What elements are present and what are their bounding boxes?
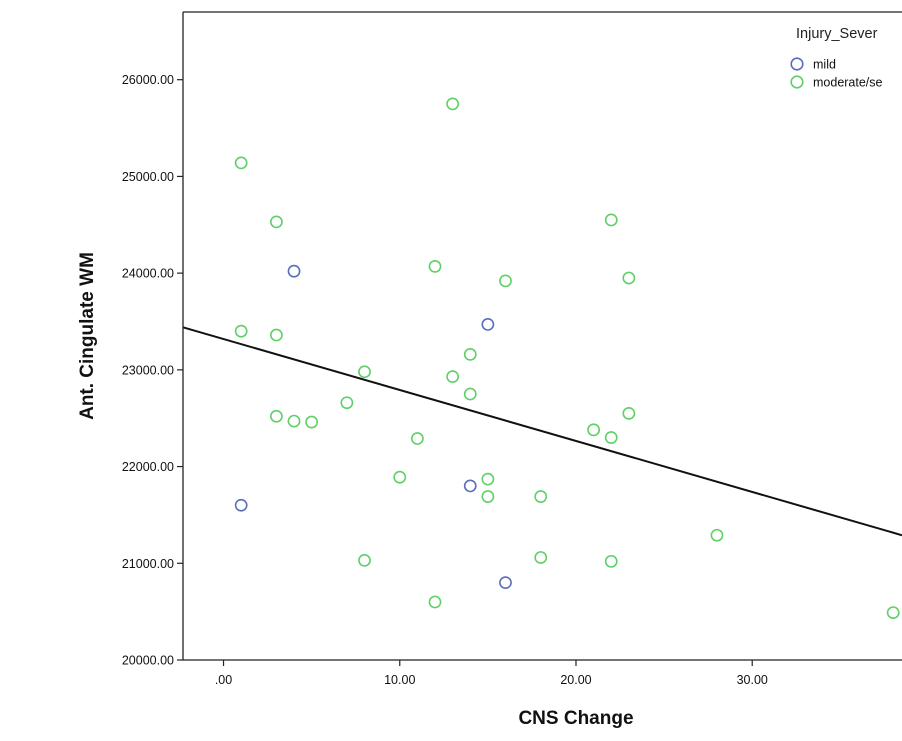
data-point-moderate-se: [622, 271, 636, 285]
data-point-moderate-se: [234, 156, 248, 170]
data-point-moderate-se: [481, 472, 495, 486]
x-axis: .00 10.00 20.00 30.00: [183, 659, 902, 687]
data-point-moderate-se: [463, 347, 477, 361]
legend-marker-mild: [790, 57, 804, 71]
data-point-moderate-se: [481, 490, 495, 503]
data-point-moderate-se: [710, 528, 724, 542]
data-point-moderate-se: [604, 554, 618, 568]
legend: Injury_Sever mild moderate/se: [790, 26, 883, 90]
data-point-moderate-se: [428, 595, 442, 609]
data-point-moderate-se: [446, 370, 460, 384]
data-point-moderate-se: [393, 470, 407, 484]
y-tick-label: 24000.00: [122, 267, 174, 281]
data-point-mild: [499, 576, 512, 590]
y-axis-title: Ant. Cingulate WM: [77, 252, 98, 420]
data-point-moderate-se: [446, 97, 460, 111]
x-tick-label: .00: [215, 673, 232, 687]
data-point-moderate-se: [604, 431, 618, 444]
data-point-moderate-se: [499, 274, 512, 288]
data-point-moderate-se: [604, 213, 618, 227]
fit-line: [182, 326, 902, 537]
plot-area: [182, 11, 902, 620]
x-tick-label: 20.00: [560, 673, 591, 687]
legend-label-moderate-se: moderate/se: [813, 76, 883, 90]
data-point-mild: [234, 498, 248, 512]
data-point-moderate-se: [269, 215, 283, 229]
y-axis: 20000.00 21000.00 22000.00 23000.00 24000.00…: [122, 12, 184, 668]
data-point-moderate-se: [340, 396, 354, 410]
legend-marker-moderate-se: [790, 75, 804, 89]
y-tick-label: 25000.00: [122, 170, 174, 184]
data-point-moderate-se: [463, 387, 477, 401]
y-tick-label: 26000.00: [122, 73, 174, 87]
data-point-moderate-se: [287, 414, 301, 428]
data-point-moderate-se: [886, 606, 900, 620]
data-point-moderate-se: [269, 409, 283, 423]
data-point-moderate-se: [587, 423, 601, 437]
data-point-moderate-se: [358, 553, 371, 567]
data-point-moderate-se: [622, 406, 636, 420]
legend-label-mild: mild: [813, 58, 836, 72]
legend-title: Injury_Sever: [796, 26, 878, 42]
y-tick-label: 22000.00: [122, 460, 174, 474]
data-point-mild: [287, 264, 301, 278]
x-axis-title: CNS Change: [518, 708, 633, 729]
data-point-moderate-se: [410, 432, 424, 445]
data-point-moderate-se: [305, 415, 319, 429]
data-point-moderate-se: [428, 259, 442, 273]
data-point-mild: [463, 479, 477, 493]
data-point-moderate-se: [534, 490, 548, 503]
data-point-moderate-se: [534, 551, 548, 564]
data-point-moderate-se: [358, 365, 371, 379]
y-tick-label: 23000.00: [122, 363, 174, 377]
data-point-moderate-se: [269, 328, 283, 342]
data-point-moderate-se: [234, 324, 248, 338]
y-tick-label: 20000.00: [122, 654, 174, 668]
data-point-mild: [481, 317, 495, 331]
x-tick-label: 30.00: [737, 673, 768, 687]
y-tick-label: 21000.00: [122, 557, 174, 571]
x-tick-label: 10.00: [384, 673, 415, 687]
